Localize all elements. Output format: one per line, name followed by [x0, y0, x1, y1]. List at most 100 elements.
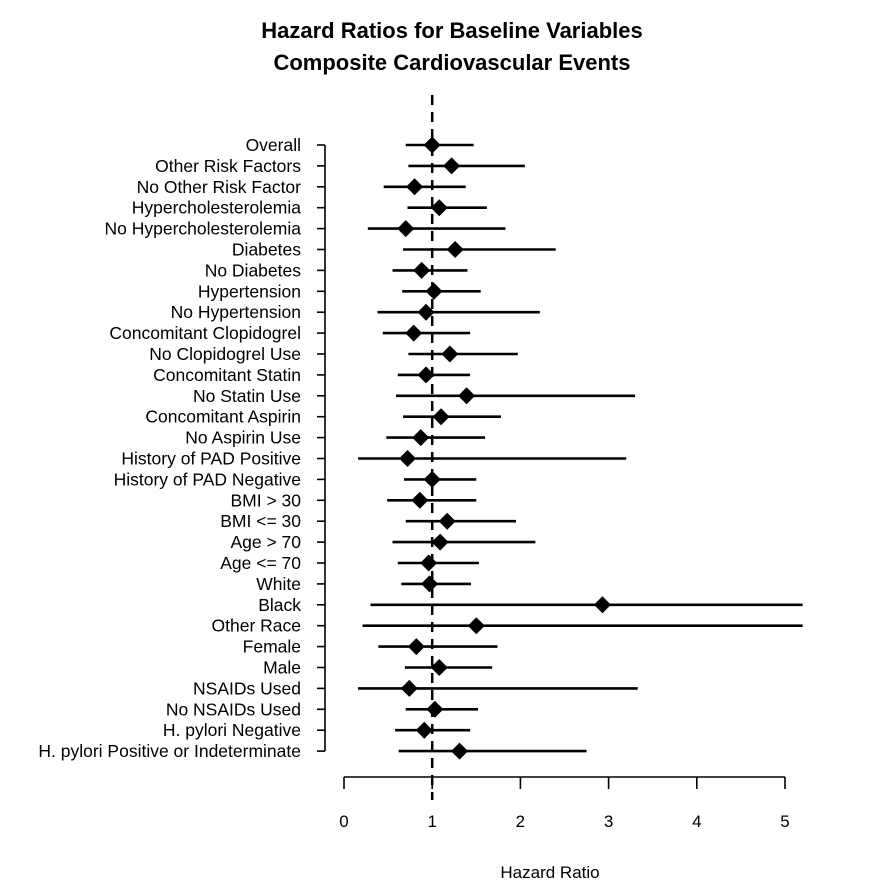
row-label: Age <= 70 [220, 553, 301, 573]
forest-row: History of PAD Positive [121, 449, 627, 469]
hazard-ratio-point [406, 178, 424, 196]
hazard-ratio-point [430, 659, 448, 676]
hazard-ratio-point [397, 220, 415, 238]
row-label: No Hypercholesterolemia [105, 219, 302, 239]
hazard-ratio-point [443, 157, 461, 175]
forest-row: Black [258, 595, 803, 615]
hazard-ratio-point [431, 533, 449, 551]
hazard-ratio-point [426, 700, 444, 718]
forest-row: No Other Risk Factor [137, 177, 466, 197]
forest-row: NSAIDs Used [193, 678, 638, 698]
row-label: BMI > 30 [230, 490, 301, 510]
forest-row: Age > 70 [230, 532, 536, 552]
row-label: Overall [246, 135, 301, 155]
hazard-ratio-point [417, 366, 435, 384]
forest-row: No Hypertension [171, 302, 540, 322]
x-tick-label: 0 [339, 812, 348, 831]
hazard-ratio-point [405, 324, 423, 342]
hazard-ratio-point [417, 303, 435, 321]
hazard-ratio-point [593, 596, 611, 614]
row-label: No Hypertension [171, 302, 301, 322]
row-label: Concomitant Clopidogrel [109, 323, 301, 343]
forest-row: Male [263, 658, 493, 678]
x-tick-label: 4 [692, 812, 701, 831]
row-label: NSAIDs Used [193, 678, 301, 698]
hazard-ratio-point [423, 136, 441, 154]
forest-row: No Hypercholesterolemia [105, 219, 506, 239]
row-label: Other Race [212, 616, 301, 636]
row-label: Female [243, 637, 301, 657]
row-label: Diabetes [232, 240, 301, 260]
forest-row: Concomitant Statin [153, 365, 471, 385]
forest-row: Other Race [212, 616, 803, 636]
row-label: No Statin Use [193, 386, 301, 406]
hazard-ratio-point [412, 429, 430, 447]
hazard-ratio-point [407, 638, 425, 656]
hazard-ratio-point [458, 387, 476, 405]
x-tick-label: 2 [516, 812, 525, 831]
row-label: White [256, 574, 301, 594]
hazard-ratio-point [425, 282, 443, 300]
row-label: No Other Risk Factor [137, 177, 302, 197]
hazard-ratio-point [430, 199, 448, 217]
forest-row: No Statin Use [193, 386, 636, 406]
row-label: No NSAIDs Used [166, 699, 301, 719]
forest-row: Overall [246, 135, 474, 155]
forest-row: Hypertension [198, 281, 481, 301]
row-label: No Clopidogrel Use [149, 344, 301, 364]
forest-row: H. pylori Positive or Indeterminate [38, 741, 587, 761]
forest-row: H. pylori Negative [163, 720, 471, 740]
row-label: Other Risk Factors [155, 156, 301, 176]
row-label: H. pylori Negative [163, 720, 301, 740]
hazard-ratio-point [467, 617, 485, 635]
forest-row: No Aspirin Use [185, 428, 486, 448]
forest-row: Age <= 70 [220, 553, 479, 573]
x-tick-label: 3 [604, 812, 613, 831]
row-label: Black [258, 595, 301, 615]
x-tick-label: 1 [427, 812, 436, 831]
chart-subtitle: Composite Cardiovascular Events [273, 50, 630, 75]
row-label: BMI <= 30 [220, 511, 301, 531]
row-label: No Aspirin Use [185, 428, 301, 448]
hazard-ratio-point [400, 679, 418, 697]
hazard-ratio-point [415, 721, 433, 739]
row-label: H. pylori Positive or Indeterminate [38, 741, 301, 761]
hazard-ratio-point [399, 450, 417, 467]
x-axis-title: Hazard Ratio [500, 863, 599, 882]
row-label: Hypertension [198, 281, 301, 301]
hazard-ratio-point [441, 345, 459, 363]
forest-row: History of PAD Negative [114, 469, 477, 489]
forest-row: No Clopidogrel Use [149, 344, 518, 364]
row-label: Hypercholesterolemia [132, 198, 302, 218]
row-label: No Diabetes [205, 260, 302, 280]
row-label: Concomitant Statin [153, 365, 301, 385]
forest-row: Diabetes [232, 240, 556, 260]
row-label: History of PAD Positive [121, 449, 301, 469]
hazard-ratio-point [420, 554, 438, 572]
hazard-ratio-point [413, 261, 431, 279]
forest-row: White [256, 574, 472, 594]
hazard-ratio-point [411, 491, 429, 509]
hazard-ratio-point [438, 512, 456, 530]
hazard-ratio-point [451, 742, 469, 760]
x-tick-label: 5 [780, 812, 789, 831]
forest-row: Hypercholesterolemia [132, 198, 487, 218]
forest-row: Concomitant Clopidogrel [109, 323, 471, 343]
forest-row: BMI > 30 [230, 490, 477, 510]
row-label: History of PAD Negative [114, 469, 301, 489]
row-label: Age > 70 [230, 532, 301, 552]
x-ticks: 0 1 2 3 4 5 [339, 777, 790, 831]
chart-title: Hazard Ratios for Baseline Variables [261, 18, 643, 43]
forest-row: Female [243, 637, 498, 657]
hazard-ratio-point [446, 241, 464, 258]
forest-row: Concomitant Aspirin [145, 407, 501, 427]
forest-row: No NSAIDs Used [166, 699, 479, 719]
hazard-ratio-point [432, 408, 450, 426]
forest-row: BMI <= 30 [220, 511, 516, 531]
row-label: Male [263, 658, 301, 678]
forest-row: Other Risk Factors [155, 156, 525, 176]
hazard-ratio-point [423, 470, 441, 488]
row-label: Concomitant Aspirin [145, 407, 301, 427]
